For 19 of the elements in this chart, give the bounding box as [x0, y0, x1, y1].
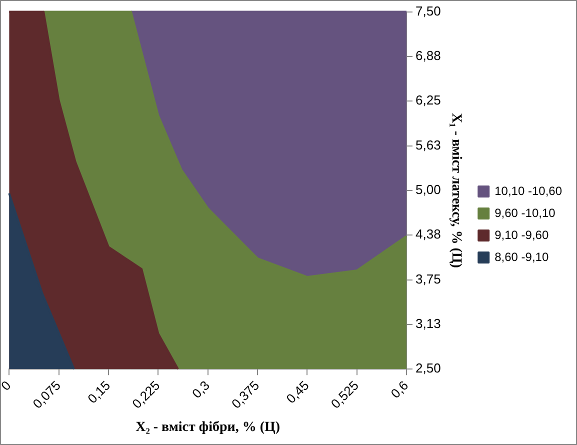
- y-tick-label: 4,38: [416, 226, 441, 242]
- legend-label: 8,60 -9,10: [494, 250, 549, 264]
- y-tick-label: 3,75: [416, 271, 441, 286]
- y-tick-label: 6,25: [416, 92, 441, 108]
- y-tick-label: 5,63: [416, 137, 441, 152]
- x-tick-label: 0,3: [189, 378, 212, 402]
- legend-label: 10,10 -10,60: [494, 184, 562, 198]
- y-tick-label: 5,00: [416, 182, 441, 198]
- x-tick-label: 0,45: [283, 378, 312, 406]
- y-tick-label: 3,13: [416, 316, 441, 332]
- y-tick-label: 7,50: [416, 3, 441, 18]
- legend-label: 9,10 -9,60: [494, 228, 549, 242]
- x-axis-title: X₂ - вміст фібри, % (Ц): [136, 420, 280, 436]
- legend-label: 9,60 -10,10: [494, 206, 556, 220]
- x-tick-label: 0,15: [84, 378, 114, 406]
- y-tick-label: 6,88: [416, 48, 441, 64]
- y-tick-label: 2,50: [416, 360, 441, 376]
- y-axis-title: X₁ - вміст латексу, % (Ц): [448, 113, 464, 268]
- x-tick-label: 0,6: [388, 378, 412, 402]
